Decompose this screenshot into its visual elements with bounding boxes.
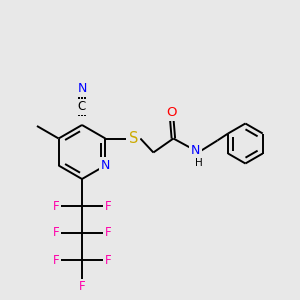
- Text: F: F: [79, 280, 85, 293]
- Text: N: N: [101, 159, 110, 172]
- Text: N: N: [191, 144, 200, 157]
- Text: S: S: [129, 131, 138, 146]
- Text: F: F: [105, 226, 111, 239]
- Text: F: F: [105, 254, 111, 266]
- Text: F: F: [53, 226, 59, 239]
- Text: O: O: [166, 106, 177, 119]
- Text: F: F: [53, 200, 59, 212]
- Text: H: H: [194, 158, 202, 167]
- Text: N: N: [77, 82, 87, 95]
- Text: C: C: [78, 100, 86, 113]
- Text: F: F: [53, 254, 59, 266]
- Text: F: F: [105, 200, 111, 212]
